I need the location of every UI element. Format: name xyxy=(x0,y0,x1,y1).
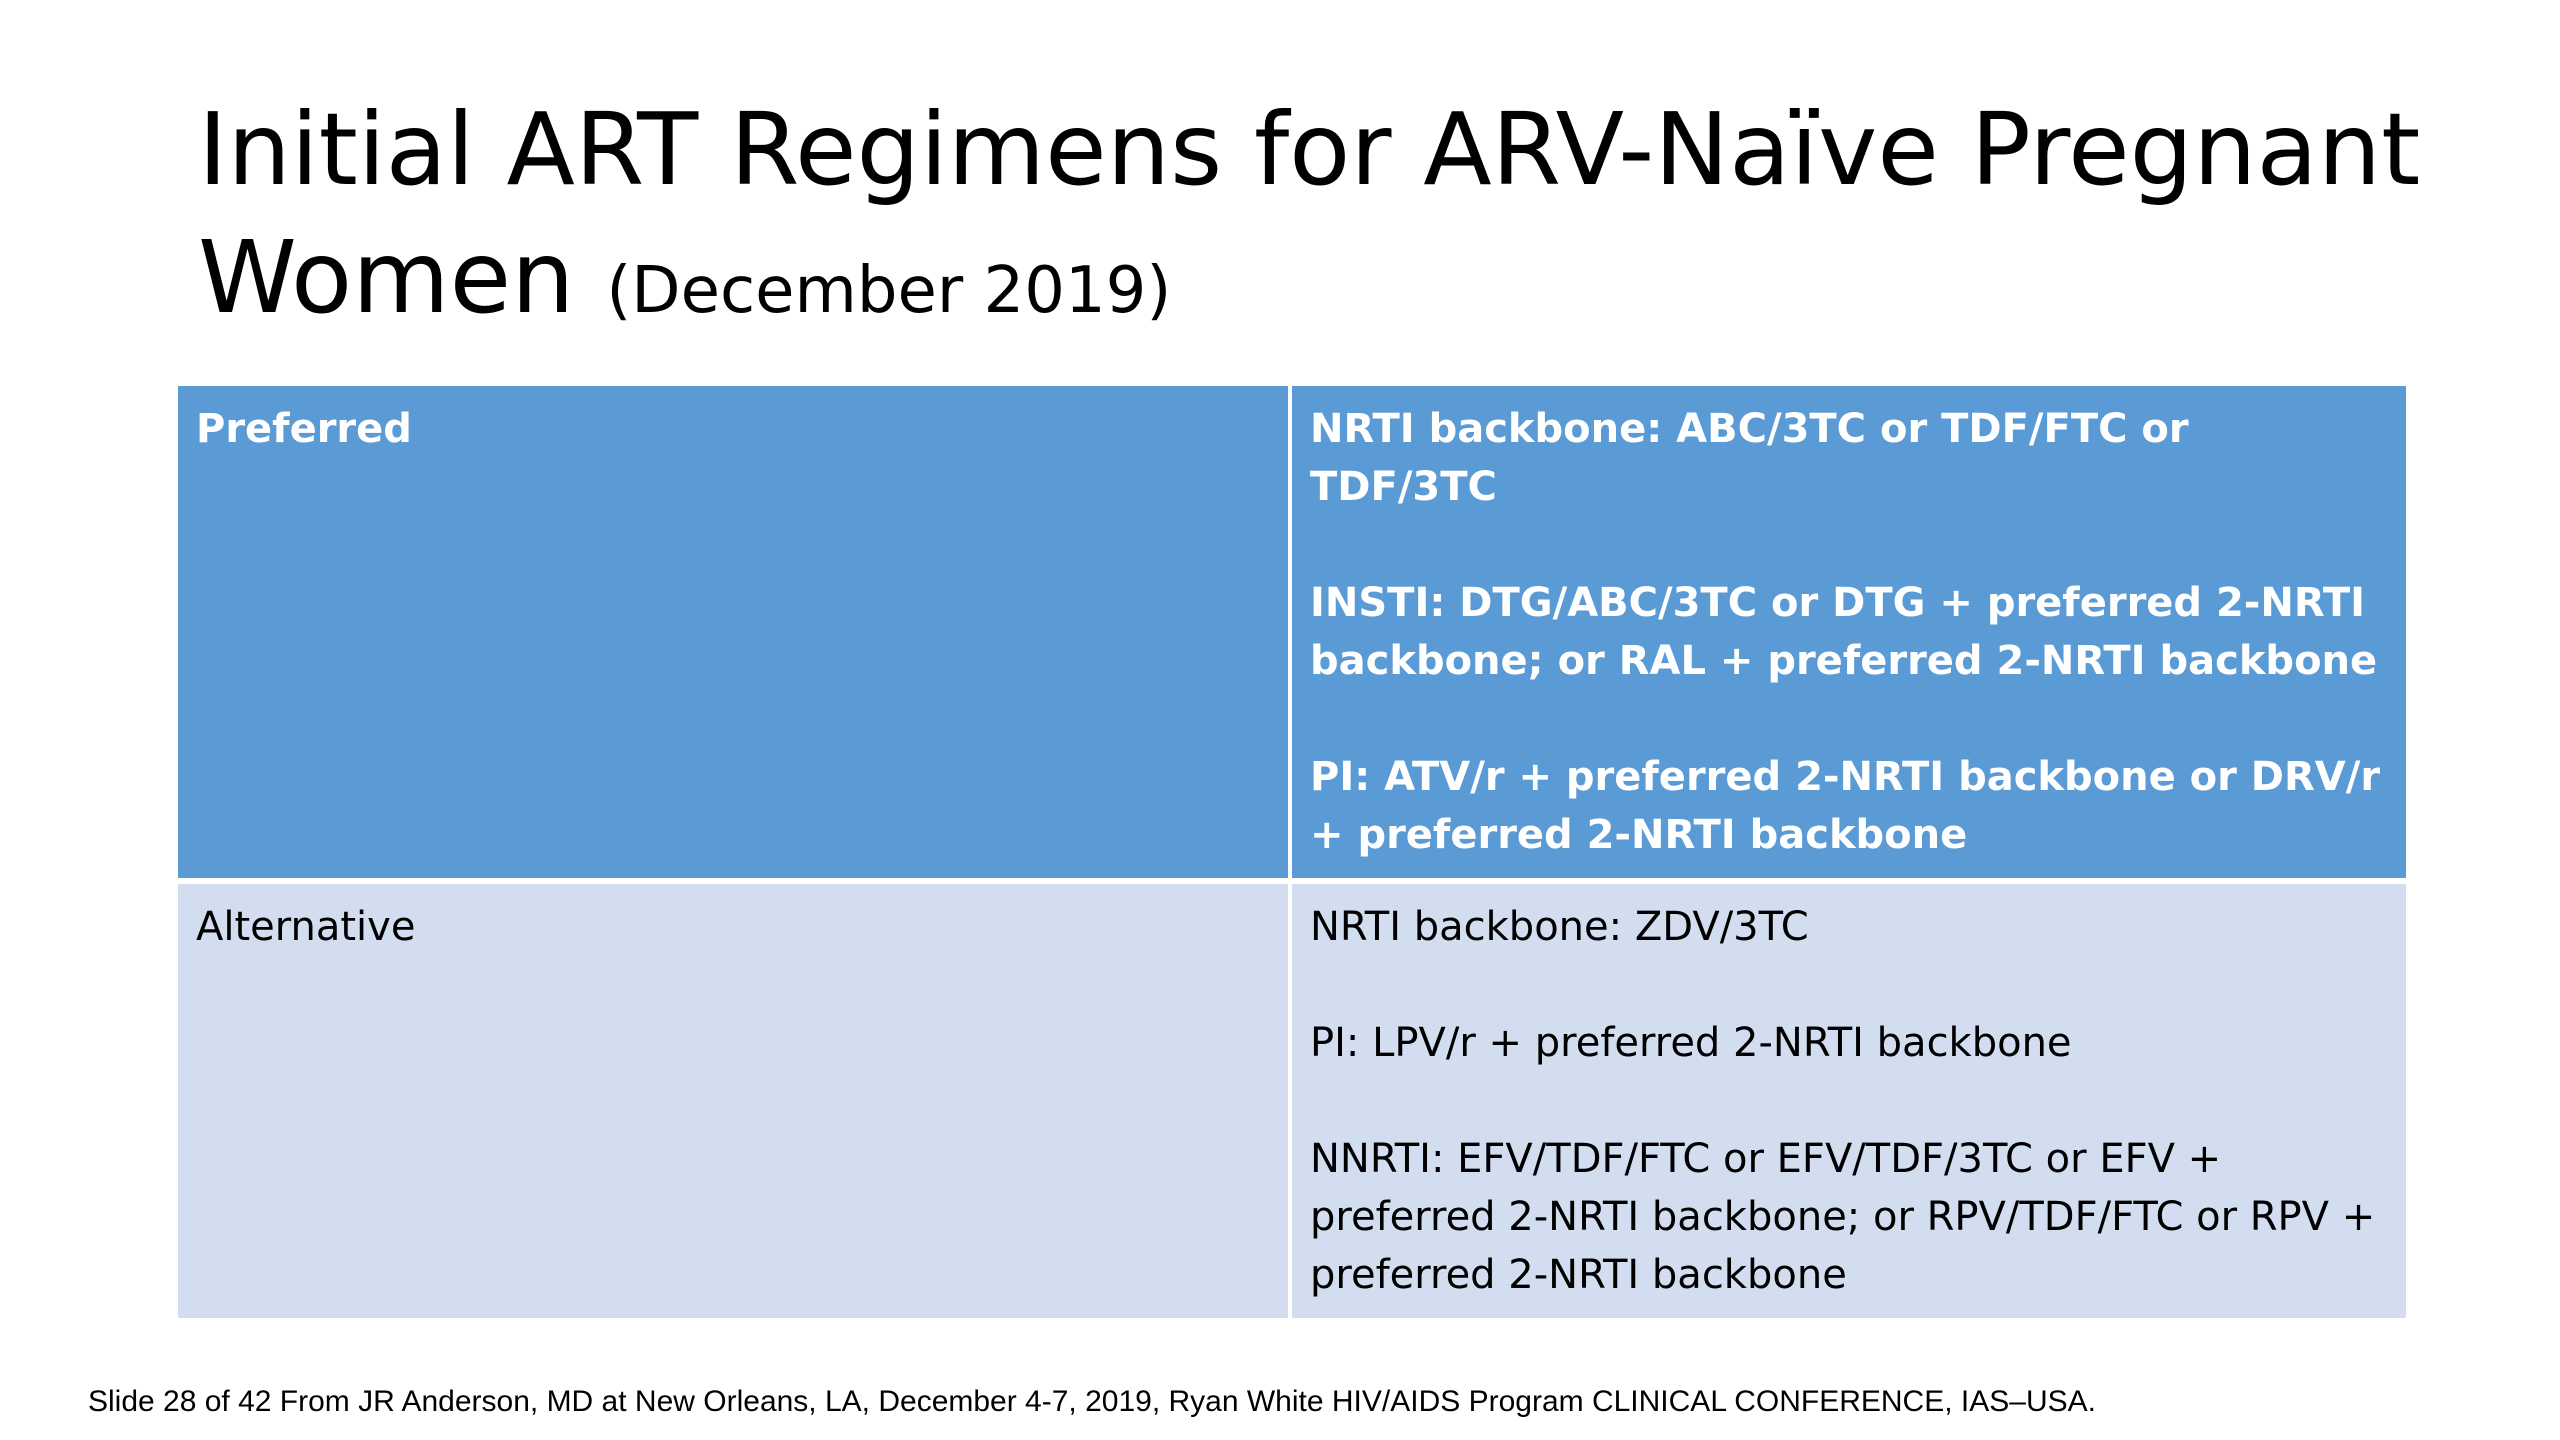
regimen-entry: NRTI backbone: ABC/3TC or TDF/FTC or TDF… xyxy=(1310,406,2189,510)
category-cell: Alternative xyxy=(178,878,1292,1318)
category-cell: Preferred xyxy=(178,386,1292,881)
table-row-alternative: Alternative NRTI backbone: ZDV/3TC PI: L… xyxy=(178,878,2406,1318)
regimen-cell: NRTI backbone: ABC/3TC or TDF/FTC or TDF… xyxy=(1290,386,2406,881)
slide-title-date: (December 2019) xyxy=(606,254,1172,328)
slide-title-main: Initial ART Regimens for ARV-Naïve Pregn… xyxy=(198,91,2421,336)
regimen-entry: NRTI backbone: ZDV/3TC xyxy=(1310,904,1809,950)
slide-title: Initial ART Regimens for ARV-Naïve Pregn… xyxy=(198,86,2448,355)
table-row-preferred: Preferred NRTI backbone: ABC/3TC or TDF/… xyxy=(178,386,2406,881)
regimen-table: Preferred NRTI backbone: ABC/3TC or TDF/… xyxy=(178,386,2406,1318)
regimen-entry: INSTI: DTG/ABC/3TC or DTG + preferred 2-… xyxy=(1310,580,2378,684)
slide-footer: Slide 28 of 42 From JR Anderson, MD at N… xyxy=(88,1385,2096,1418)
regimen-entry: PI: LPV/r + preferred 2-NRTI backbone xyxy=(1310,1020,2072,1066)
regimen-cell: NRTI backbone: ZDV/3TC PI: LPV/r + prefe… xyxy=(1290,878,2406,1318)
category-label-alternative: Alternative xyxy=(196,904,416,950)
category-label-preferred: Preferred xyxy=(196,406,412,452)
regimen-entry: PI: ATV/r + preferred 2-NRTI backbone or… xyxy=(1310,754,2381,858)
regimen-entry: NNRTI: EFV/TDF/FTC or EFV/TDF/3TC or EFV… xyxy=(1310,1136,2376,1298)
